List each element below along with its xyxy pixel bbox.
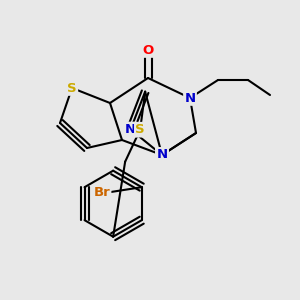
Text: S: S <box>135 123 145 136</box>
Text: Br: Br <box>93 186 110 199</box>
Text: N: N <box>125 123 136 136</box>
Text: S: S <box>67 82 77 94</box>
Text: O: O <box>142 44 154 56</box>
Text: N: N <box>184 92 196 104</box>
Text: N: N <box>156 148 168 161</box>
Text: N: N <box>156 148 168 161</box>
